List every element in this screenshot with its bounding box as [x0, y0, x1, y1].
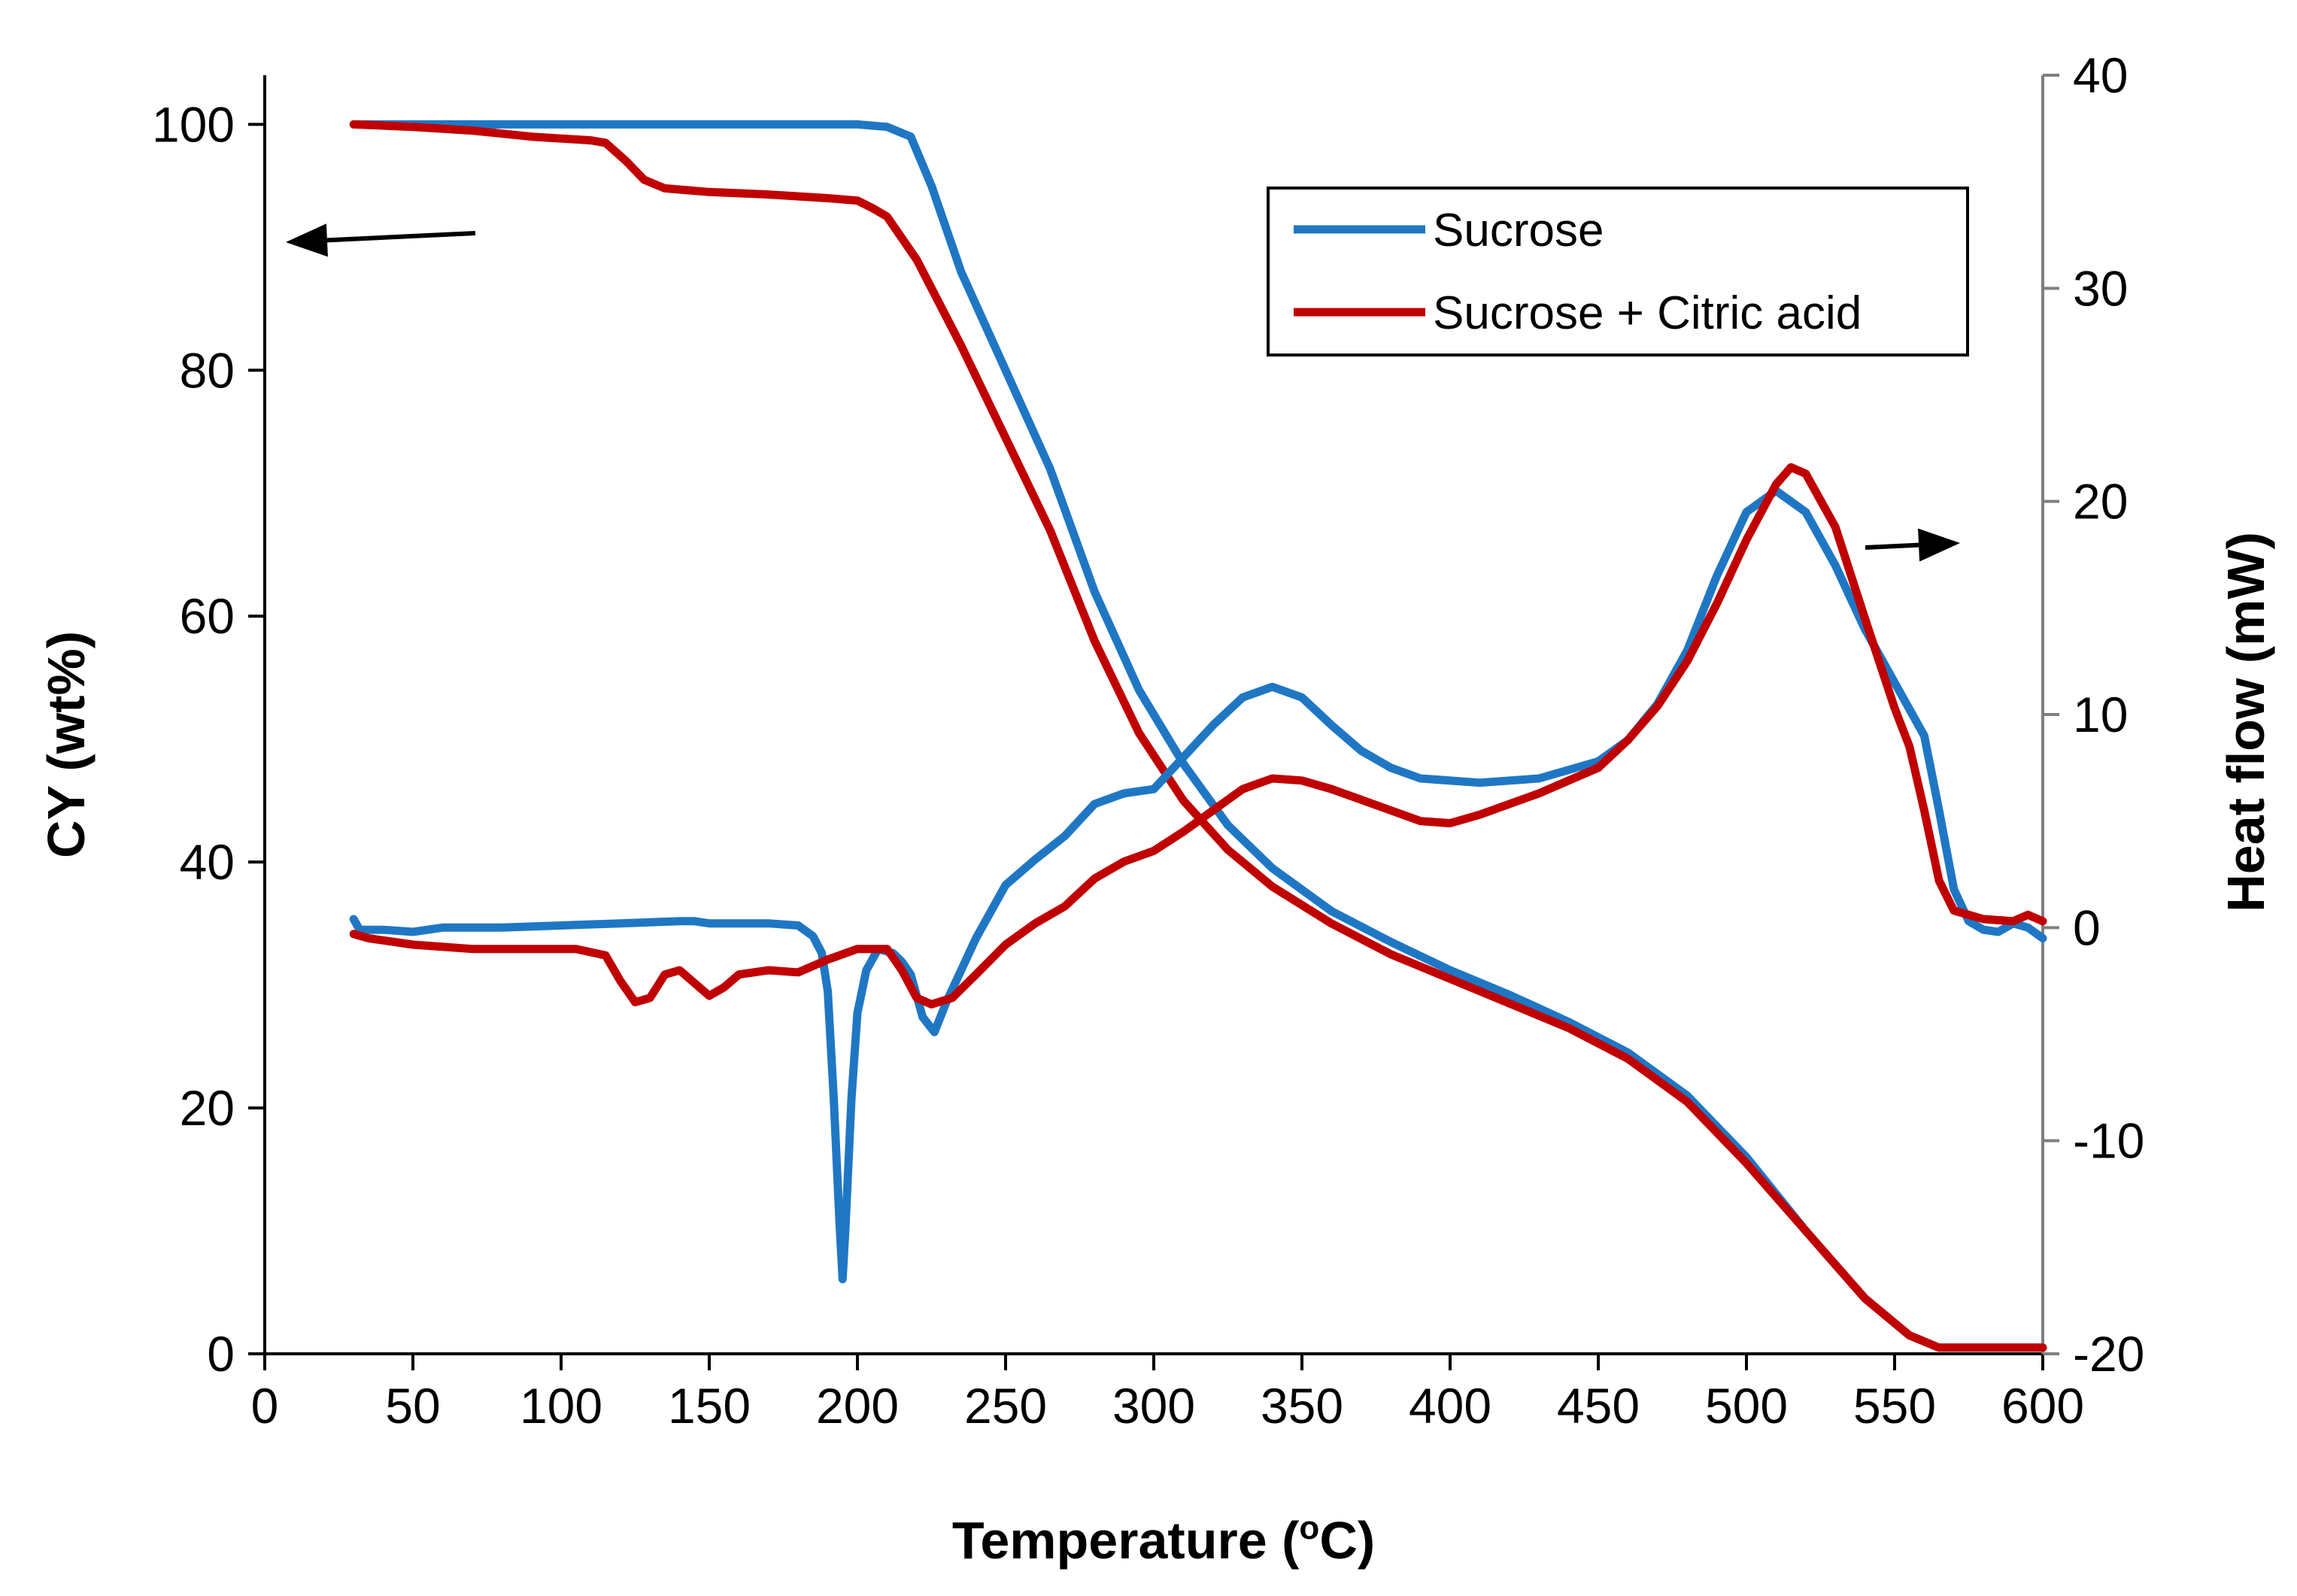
left-axis-arrow — [286, 223, 476, 257]
legend-label-sucrose-citric: Sucrose + Citric acid — [1433, 287, 1862, 339]
y2-tick-label: 10 — [2073, 687, 2128, 742]
x-axis-title: Temperature (oC) — [952, 1510, 1375, 1570]
y-tick-label: 0 — [207, 1326, 235, 1382]
x-tick-label: 300 — [1112, 1378, 1195, 1434]
x-tick-label: 350 — [1261, 1378, 1343, 1434]
y2-axis-title: Heat flow (mW) — [2217, 532, 2275, 912]
x-axis-title-main: Temperature ( — [952, 1511, 1300, 1570]
y-tick-label: 100 — [152, 96, 235, 152]
right-axis-arrow — [1865, 528, 1960, 562]
y-tick-label: 60 — [180, 588, 235, 644]
x-tick-label: 400 — [1409, 1378, 1491, 1434]
y-tick-label: 40 — [180, 834, 235, 890]
y2-tick-label: 20 — [2073, 474, 2128, 529]
series-line-2-right — [349, 487, 2047, 1284]
legend: Sucrose Sucrose + Citric acid — [1267, 187, 1969, 357]
y2-tick-label: -10 — [2073, 1113, 2144, 1169]
y2-tick-label: -20 — [2073, 1326, 2144, 1382]
x-tick-label: 0 — [251, 1378, 279, 1434]
x-tick-label: 150 — [668, 1378, 751, 1434]
y-axis-title: CY (wt%) — [37, 631, 96, 858]
legend-label-sucrose: Sucrose — [1433, 205, 1604, 256]
y2-tick-label: 0 — [2073, 900, 2101, 955]
y2-tick-label: 30 — [2073, 260, 2128, 316]
legend-box — [1267, 187, 1969, 357]
x-tick-label: 250 — [964, 1378, 1047, 1434]
series-layer — [349, 120, 2047, 1352]
x-tick-label: 500 — [1705, 1378, 1788, 1434]
x-axis-title-end: C) — [1319, 1511, 1375, 1570]
x-tick-label: 100 — [520, 1378, 602, 1434]
y2-tick-label: 40 — [2073, 47, 2128, 103]
axis-arrows — [286, 223, 1960, 562]
series-line-1-left — [349, 120, 2047, 1352]
x-tick-label: 450 — [1557, 1378, 1640, 1434]
x-axis-title-sup: o — [1299, 1510, 1319, 1546]
series-line-3-right — [349, 463, 2047, 1009]
y-tick-label: 80 — [180, 342, 235, 398]
y-tick-label: 20 — [180, 1080, 235, 1136]
x-tick-label: 200 — [816, 1378, 899, 1434]
axes: 0 50 100 150 200 250 300 350 400 450 500 550 6000204… — [152, 47, 2145, 1434]
x-tick-label: 600 — [2001, 1378, 2084, 1434]
x-tick-label: 50 — [385, 1378, 440, 1434]
x-tick-label: 550 — [1853, 1378, 1936, 1434]
